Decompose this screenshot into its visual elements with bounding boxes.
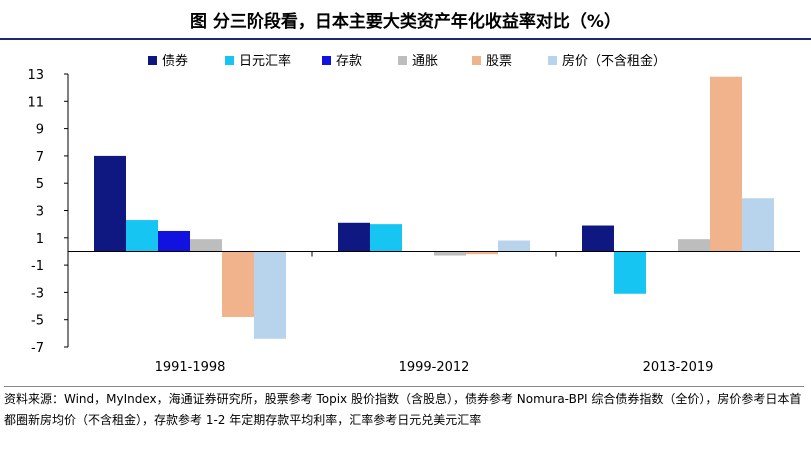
bar-0-3: [190, 239, 222, 252]
legend-label-2: 存款: [336, 54, 362, 69]
x-category-label-0: 1991-1998: [155, 360, 226, 375]
bar-2-1: [614, 251, 646, 294]
legend: 债券 日元汇率 存款 通胀 股票 房价（不含租金）: [148, 53, 666, 69]
legend-swatch-3: [398, 56, 407, 65]
legend-label-1: 日元汇率: [239, 53, 291, 69]
bar-2-3: [678, 239, 710, 252]
legend-label-3: 通胀: [412, 54, 438, 69]
y-axis: 13 11 9 7 5 3 1 -1 -3 -5 -7: [27, 68, 69, 356]
bar-0-2: [158, 230, 190, 252]
y-tick-label-8: -3: [31, 286, 44, 301]
x-axis: 1991-1998 1999-2012 2013-2019: [68, 250, 800, 375]
legend-swatch-1: [225, 56, 234, 65]
y-tick-label-10: -7: [31, 341, 44, 356]
legend-swatch-4: [472, 56, 481, 65]
source-note: 资料来源：Wind，MyIndex，海通证券研究所，股票参考 Topix 股价指…: [4, 386, 804, 431]
x-category-label-1: 1999-2012: [399, 360, 470, 375]
bar-0-4: [222, 251, 254, 317]
bars: [94, 76, 774, 339]
legend-swatch-5: [548, 56, 557, 65]
y-tick-label-1: 11: [27, 95, 44, 110]
legend-label-5: 房价（不含租金）: [562, 53, 666, 69]
y-tick-label-4: 5: [36, 177, 44, 192]
bar-2-5: [742, 198, 774, 252]
bar-2-4: [710, 76, 742, 252]
bar-1-5: [498, 240, 530, 252]
y-tick-label-3: 7: [36, 150, 44, 165]
y-tick-label-0: 13: [27, 68, 44, 83]
bar-0-5: [254, 251, 286, 339]
chart-title: 图 分三阶段看，日本主要大类资产年化收益率对比（%）: [0, 0, 811, 40]
y-tick-label-5: 3: [36, 205, 44, 220]
legend-label-4: 股票: [486, 54, 512, 69]
bar-2-0: [582, 225, 614, 252]
y-tick-label-7: -1: [31, 259, 44, 274]
bar-1-4: [466, 251, 498, 255]
bar-0-1: [126, 220, 158, 252]
bar-1-1: [370, 224, 402, 252]
x-category-label-2: 2013-2019: [643, 360, 714, 375]
bar-0-0: [94, 155, 126, 252]
chart-area: 债券 日元汇率 存款 通胀 股票 房价（不含租金） 13 11 9 7 5 3 1 -1 -3 -5 -7 1…: [27, 53, 800, 375]
y-tick-label-9: -5: [31, 314, 44, 329]
legend-label-0: 债券: [162, 53, 188, 69]
legend-swatch-0: [148, 56, 157, 65]
bar-1-3: [434, 251, 466, 256]
legend-swatch-2: [322, 56, 331, 65]
y-tick-label-6: 1: [36, 232, 44, 247]
bar-1-0: [338, 222, 370, 252]
y-tick-label-2: 9: [36, 123, 44, 138]
